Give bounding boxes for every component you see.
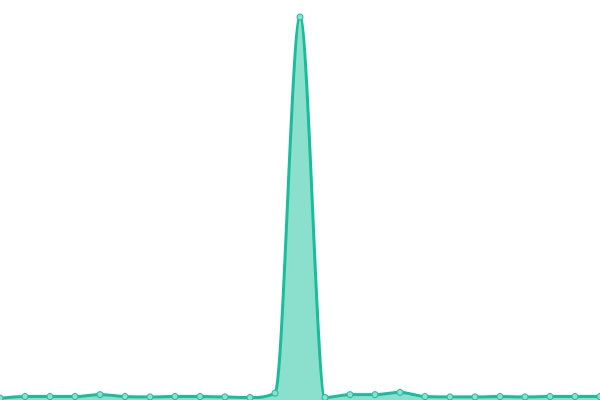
data-point-16	[396, 388, 404, 396]
data-point-12	[296, 13, 304, 21]
data-point-21	[521, 393, 529, 400]
data-point-19	[471, 393, 479, 400]
data-point-20	[496, 393, 504, 400]
data-point-23	[571, 393, 579, 400]
data-point-6	[146, 393, 154, 400]
data-point-8	[196, 393, 204, 400]
data-point-3	[71, 393, 79, 400]
data-point-1	[21, 393, 29, 400]
data-point-0	[0, 394, 4, 400]
data-point-2	[46, 393, 54, 400]
data-point-22	[546, 393, 554, 400]
data-point-11	[271, 389, 279, 397]
data-point-9	[221, 393, 229, 400]
area-fill	[0, 17, 600, 400]
data-point-15	[371, 391, 379, 399]
data-point-13	[321, 394, 329, 400]
data-point-17	[421, 393, 429, 400]
data-point-5	[121, 393, 129, 400]
data-point-14	[346, 391, 354, 399]
data-point-4	[96, 391, 104, 399]
data-point-10	[246, 394, 254, 400]
data-point-7	[171, 393, 179, 400]
data-point-18	[446, 393, 454, 400]
data-points	[0, 13, 600, 400]
data-point-24	[596, 393, 600, 400]
